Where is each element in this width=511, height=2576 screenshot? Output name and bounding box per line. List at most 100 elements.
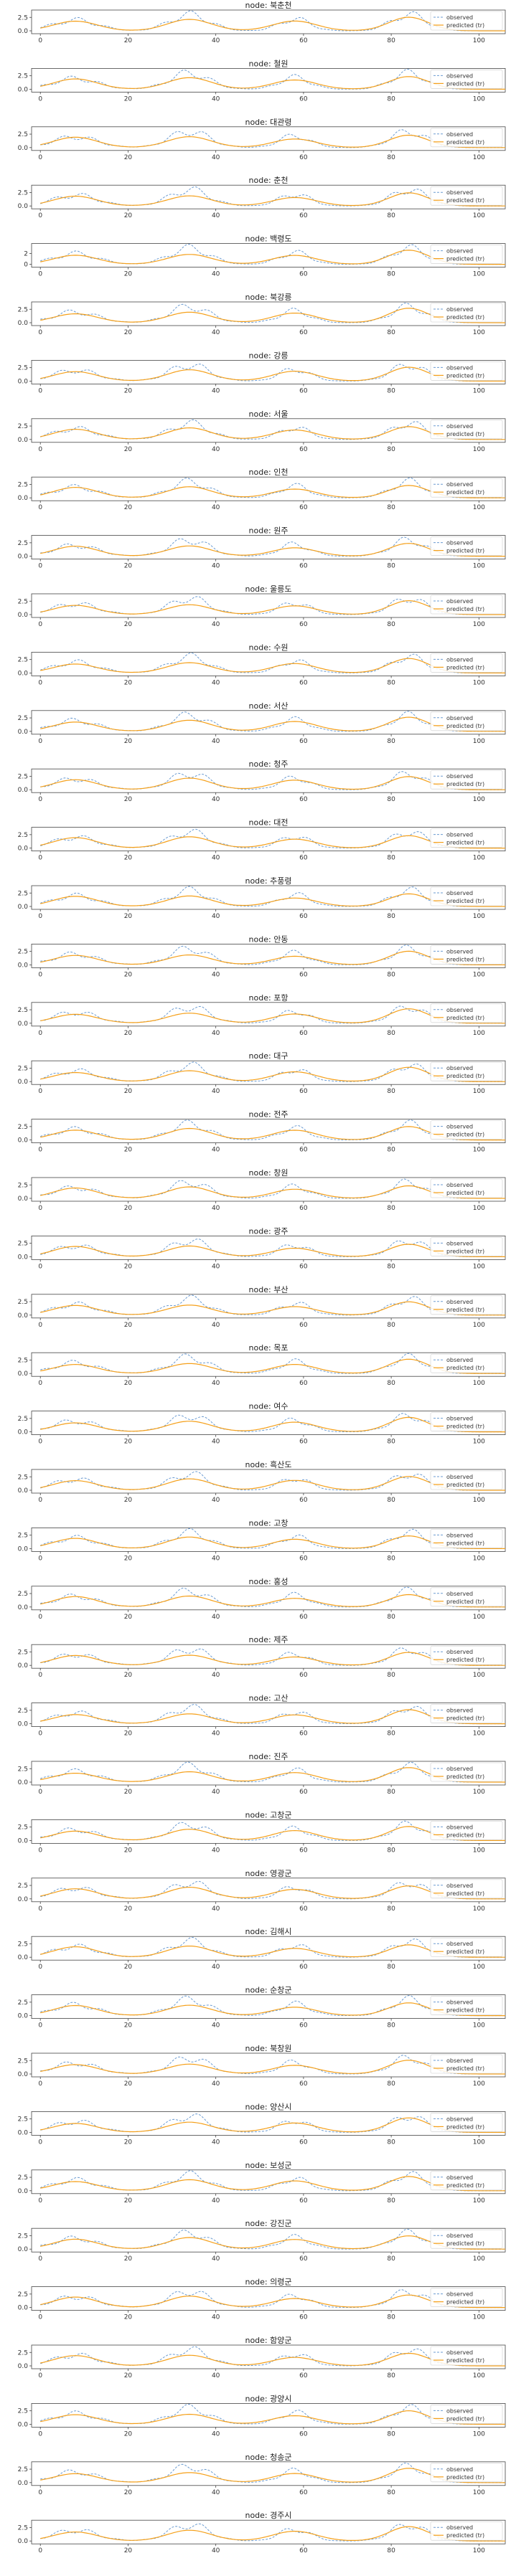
legend-predicted-label: predicted (tr) [446, 781, 484, 787]
panel-title: node: 대전 [249, 818, 289, 828]
predicted-series-line [40, 16, 505, 32]
x-tick-label: 80 [387, 679, 395, 686]
y-tick-label: 2.5 [18, 2116, 28, 2123]
legend-box [430, 2113, 503, 2132]
x-tick-label: 40 [212, 2139, 220, 2146]
x-tick-label: 20 [124, 621, 133, 628]
legend-predicted-label: predicted (tr) [446, 548, 484, 554]
x-tick-label: 40 [212, 1847, 220, 1854]
y-tick-label: 0 [24, 262, 28, 269]
x-tick-label: 80 [387, 1030, 395, 1037]
x-tick-label: 0 [38, 971, 42, 978]
x-tick-label: 80 [387, 738, 395, 745]
legend-box [430, 653, 503, 673]
y-tick-label: 0.0 [18, 1896, 29, 1903]
y-tick-label: 2.5 [18, 1533, 28, 1540]
x-tick-label: 0 [38, 1555, 42, 1562]
predicted-series-line [40, 308, 505, 323]
x-tick-label: 20 [124, 1439, 133, 1446]
x-tick-label: 60 [299, 738, 308, 745]
x-tick-label: 0 [38, 2314, 42, 2321]
x-tick-label: 20 [124, 1147, 133, 1154]
x-tick-label: 60 [299, 2489, 308, 2496]
x-tick-label: 80 [387, 504, 395, 511]
subplot-panel: node: 경주시 0.0 2.5 0 20 40 60 80 100 observedpredi… [18, 2511, 506, 2554]
x-tick-label: 80 [387, 37, 395, 44]
predicted-series-line [40, 1126, 505, 1141]
x-tick-label: 0 [38, 738, 42, 745]
x-tick-label: 20 [124, 1672, 133, 1679]
predicted-series-line [40, 658, 505, 673]
y-tick-label: 0.0 [18, 1021, 29, 1028]
legend-observed-label: observed [446, 1999, 473, 2006]
subplot-panel: node: 고창군 0.0 2.5 0 20 40 60 80 100 observed predi… [18, 1810, 506, 1854]
legend-predicted-label: predicted (tr) [446, 1015, 484, 1021]
legend-box [430, 11, 503, 31]
x-tick-label: 100 [473, 1263, 485, 1270]
legend-predicted-label: predicted (tr) [446, 664, 484, 671]
x-tick-label: 40 [212, 1205, 220, 1212]
axes-frame [31, 593, 506, 618]
axes-frame [31, 2286, 506, 2311]
legend-box [430, 828, 503, 848]
predicted-series-line [40, 2294, 505, 2309]
x-tick-label: 20 [124, 2489, 133, 2496]
legend-observed-label: observed [446, 1182, 473, 1188]
panel-title: node: 고창 [249, 1518, 289, 1528]
y-tick-label: 0.0 [18, 1429, 29, 1436]
x-tick-label: 0 [38, 1147, 42, 1154]
legend-box [430, 1645, 503, 1665]
observed-series-line [40, 711, 505, 732]
observed-series-line [40, 2113, 505, 2133]
subplot-panel: node: 철원 0.0 2.5 0 20 40 60 80 100 observedpredic… [18, 59, 506, 103]
x-tick-label: 100 [473, 2139, 485, 2146]
x-tick-label: 20 [124, 855, 133, 862]
x-tick-label: 0 [38, 2255, 42, 2263]
predicted-series-line [40, 1008, 505, 1024]
predicted-series-line [40, 950, 505, 965]
subplot-panel: node: 목포 0.0 2.5 0 20 40 60 80 100 observed predic… [18, 1343, 506, 1387]
x-tick-label: 0 [38, 1614, 42, 1621]
subplot-panel: node: 인천 0.0 2.5 0 20 40 60 80 100 observedpredic… [18, 467, 506, 511]
axes-frame [31, 1177, 506, 1202]
y-tick-label: 0.0 [18, 612, 29, 619]
legend-box [430, 478, 503, 498]
x-tick-label: 100 [473, 1964, 485, 1971]
legend-predicted-label: predicted (tr) [446, 1424, 484, 1430]
observed-series-line [40, 1413, 505, 1433]
y-tick-label: 0.0 [18, 1487, 29, 1495]
x-tick-label: 100 [473, 1030, 485, 1037]
observed-series-line [40, 1471, 505, 1491]
subplot-panel: node: 고산 0.0 2.5 0 20 40 60 80 100 observedpredic… [18, 1694, 506, 1738]
observed-series-line [40, 2289, 505, 2309]
y-tick-label: 0.0 [18, 2013, 29, 2020]
observed-series-line [40, 771, 505, 790]
x-tick-label: 80 [387, 1205, 395, 1212]
x-tick-label: 40 [212, 329, 220, 336]
y-tick-label: 2.5 [18, 2058, 28, 2065]
panel-title: node: 보성군 [245, 2161, 291, 2170]
legend-observed-label: observed [446, 773, 473, 780]
x-tick-label: 60 [299, 796, 308, 803]
x-tick-label: 20 [124, 1964, 133, 1971]
x-tick-label: 40 [212, 1789, 220, 1796]
x-tick-label: 80 [387, 621, 395, 628]
axes-frame [31, 535, 506, 559]
panel-title: node: 함양군 [245, 2336, 291, 2345]
panel-title: node: 양산시 [245, 2102, 291, 2111]
y-tick-label: 0.0 [18, 1370, 29, 1378]
panel-title: node: 원주 [249, 526, 289, 536]
legend-box [430, 303, 503, 323]
x-tick-label: 20 [124, 271, 133, 278]
axes-frame [31, 1060, 506, 1085]
legend-box [430, 1879, 503, 1899]
legend-box [430, 2054, 503, 2074]
panel-title: node: 강릉 [249, 351, 289, 360]
x-tick-label: 80 [387, 1380, 395, 1387]
x-tick-label: 0 [38, 2080, 42, 2088]
x-tick-label: 0 [38, 913, 42, 920]
predicted-series-line [40, 1358, 505, 1374]
y-tick-label: 2.5 [18, 540, 28, 547]
predicted-series-line [40, 543, 505, 557]
